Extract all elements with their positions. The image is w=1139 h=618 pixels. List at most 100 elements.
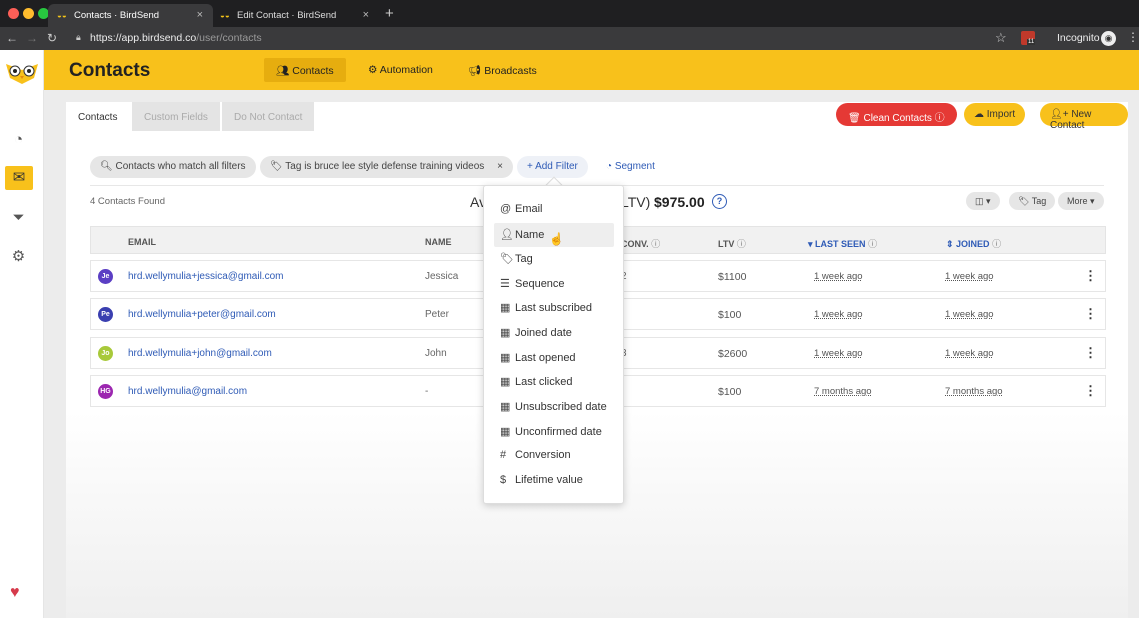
contact-ltv: $100 bbox=[718, 309, 742, 321]
contact-email[interactable]: hrd.wellymulia+peter@gmail.com bbox=[128, 309, 276, 320]
more-button[interactable]: More ▾ bbox=[1058, 192, 1104, 210]
contacts-found-count: 4 Contacts Found bbox=[90, 196, 165, 207]
url-field[interactable]: https://app.birdsend.co/user/contacts bbox=[90, 32, 262, 44]
contact-ltv: $1100 bbox=[718, 271, 747, 283]
avatar: HG bbox=[98, 384, 113, 399]
close-tab-icon[interactable]: × bbox=[362, 9, 369, 21]
row-menu-icon[interactable]: ⋮ bbox=[1084, 306, 1097, 321]
nav-broadcasts[interactable]: 📢︎ Broadcasts bbox=[468, 65, 537, 77]
user-icon: 👤︎ bbox=[500, 229, 514, 241]
filter-match-chip[interactable]: 🔍︎ Contacts who match all filters bbox=[90, 156, 256, 178]
segment-link[interactable]: ◔ Segment bbox=[606, 161, 655, 172]
birdsend-favicon-icon: ◒◒ bbox=[57, 11, 67, 20]
subtab-custom-fields[interactable]: Custom Fields bbox=[132, 102, 220, 131]
tag-icon: 🏷︎ bbox=[270, 161, 286, 172]
contact-joined: 1 week ago bbox=[945, 348, 994, 359]
dollar-icon: $ bbox=[500, 474, 507, 486]
help-icon: ⓘ bbox=[934, 113, 945, 124]
gears-icon: ⚙ bbox=[368, 64, 380, 76]
contact-last-seen: 7 months ago bbox=[814, 386, 872, 397]
col-conv[interactable]: CONV. ⓘ bbox=[621, 239, 661, 249]
new-contact-button[interactable]: 👤︎+ New Contact bbox=[1040, 103, 1128, 131]
clean-contacts-button[interactable]: 🗑︎ Clean Contacts ⓘ bbox=[836, 103, 957, 126]
columns-toggle-button[interactable]: ◫ ▾ bbox=[966, 192, 1000, 210]
maximize-window-button[interactable] bbox=[38, 8, 49, 19]
filter-option-last-opened[interactable]: ▦ Last opened bbox=[500, 352, 576, 364]
filter-option-lifetime-value[interactable]: $ Lifetime value bbox=[500, 474, 583, 486]
birdsend-logo-icon[interactable] bbox=[4, 58, 40, 86]
col-name[interactable]: NAME bbox=[425, 237, 452, 247]
contact-joined: 7 months ago bbox=[945, 386, 1003, 397]
close-tab-icon[interactable]: × bbox=[196, 9, 203, 21]
app-header: Contacts 👥︎ Contacts ⚙ Automation 📢︎ Bro… bbox=[44, 50, 1139, 90]
settings-gear-icon[interactable]: ⚙ bbox=[11, 248, 26, 265]
nav-contacts[interactable]: 👥︎ Contacts bbox=[264, 58, 346, 82]
tag-button[interactable]: 🏷︎ Tag bbox=[1009, 192, 1056, 210]
filter-option-joined-date[interactable]: ▦ Joined date bbox=[500, 327, 572, 339]
close-window-button[interactable] bbox=[8, 8, 19, 19]
calendar-icon: ▦ bbox=[500, 352, 511, 364]
row-menu-icon[interactable]: ⋮ bbox=[1084, 345, 1097, 360]
filter-option-email[interactable]: @ Email bbox=[500, 203, 543, 215]
filter-option-unsubscribed-date[interactable]: ▦ Unsubscribed date bbox=[500, 401, 607, 413]
subtab-do-not-contact[interactable]: Do Not Contact bbox=[222, 102, 315, 131]
calendar-icon: ▦ bbox=[500, 376, 511, 388]
minimize-window-button[interactable] bbox=[23, 8, 34, 19]
import-button[interactable]: ☁ Import bbox=[964, 103, 1026, 126]
tab-title: Contacts · BirdSend bbox=[74, 10, 160, 21]
filter-option-conversion[interactable]: # Conversion bbox=[500, 449, 571, 461]
row-menu-icon[interactable]: ⋮ bbox=[1084, 268, 1097, 283]
contact-name: John bbox=[425, 348, 447, 359]
birdsend-favicon-icon: ◒◒ bbox=[220, 11, 230, 20]
filter-option-last-clicked[interactable]: ▦ Last clicked bbox=[500, 376, 573, 388]
add-filter-button[interactable]: + Add Filter bbox=[517, 156, 588, 178]
lock-icon: 🔒︎ bbox=[76, 32, 81, 42]
new-tab-icon[interactable]: + bbox=[385, 5, 394, 22]
filter-option-tag[interactable]: 🏷︎Tag bbox=[500, 253, 533, 265]
columns-icon: ◫ ▾ bbox=[975, 196, 991, 206]
page-title: Contacts bbox=[69, 60, 151, 81]
contact-email[interactable]: hrd.wellymulia+jessica@gmail.com bbox=[128, 271, 284, 282]
funnel-icon[interactable]: ⏷ bbox=[12, 209, 25, 226]
contact-name: Peter bbox=[425, 309, 449, 320]
tag-icon: 🏷︎ bbox=[1018, 196, 1032, 206]
hash-icon: # bbox=[500, 449, 507, 461]
dashboard-icon[interactable]: ◔ bbox=[13, 131, 24, 148]
avatar: Je bbox=[98, 269, 113, 284]
incognito-icon[interactable]: ◉ bbox=[1101, 31, 1116, 46]
subtab-contacts[interactable]: Contacts bbox=[66, 102, 130, 131]
add-filter-dropdown: @ Email 👤︎Name 🏷︎Tag ☰ Sequence ▦ Last subs… bbox=[483, 185, 624, 504]
calendar-icon: ▦ bbox=[500, 302, 511, 314]
nav-automation[interactable]: ⚙ Automation bbox=[368, 64, 433, 76]
filter-option-unconfirmed-date[interactable]: ▦ Unconfirmed date bbox=[500, 426, 602, 438]
filter-option-sequence[interactable]: ☰ Sequence bbox=[500, 278, 565, 290]
col-last-seen[interactable]: ▾ LAST SEEN ⓘ bbox=[808, 239, 878, 249]
reload-icon[interactable]: ↻ bbox=[47, 31, 58, 45]
filter-tag-chip[interactable]: 🏷︎ Tag is bruce lee style defense traini… bbox=[260, 156, 513, 178]
forward-icon[interactable]: → bbox=[26, 31, 38, 45]
tag-icon: 🏷︎ bbox=[500, 253, 514, 265]
at-icon: @ bbox=[500, 203, 512, 215]
contact-last-seen: 1 week ago bbox=[814, 271, 863, 282]
back-icon[interactable]: ← bbox=[6, 31, 18, 45]
row-menu-icon[interactable]: ⋮ bbox=[1084, 383, 1097, 398]
col-ltv[interactable]: LTV ⓘ bbox=[718, 239, 746, 249]
contact-email[interactable]: hrd.wellymulia@gmail.com bbox=[128, 386, 248, 397]
chevron-down-icon: ▾ bbox=[1087, 196, 1095, 206]
filter-option-last-subscribed[interactable]: ▦ Last subscribed bbox=[500, 302, 593, 314]
browser-tab-edit-contact[interactable]: ◒◒ Edit Contact · BirdSend × bbox=[211, 4, 379, 27]
calendar-icon: ▦ bbox=[500, 327, 511, 339]
contact-email[interactable]: hrd.wellymulia+john@gmail.com bbox=[128, 348, 272, 359]
bookmark-star-icon[interactable]: ☆ bbox=[995, 30, 1007, 45]
remove-filter-icon[interactable]: × bbox=[497, 161, 503, 172]
contact-last-seen: 1 week ago bbox=[814, 309, 863, 320]
browser-tab-contacts[interactable]: ◒◒ Contacts · BirdSend × bbox=[48, 4, 213, 27]
contacts-mail-icon[interactable]: ✉ bbox=[5, 166, 33, 190]
col-joined[interactable]: ⇕ JOINED ⓘ bbox=[946, 239, 1002, 249]
users-icon: 👥︎ bbox=[276, 65, 293, 77]
heart-icon[interactable]: ♥ bbox=[10, 584, 20, 601]
col-email[interactable]: EMAIL bbox=[128, 237, 156, 247]
filter-option-name[interactable]: 👤︎Name bbox=[494, 223, 614, 247]
help-icon[interactable]: ? bbox=[712, 194, 727, 209]
browser-menu-icon[interactable]: ⋮ bbox=[1127, 30, 1139, 44]
